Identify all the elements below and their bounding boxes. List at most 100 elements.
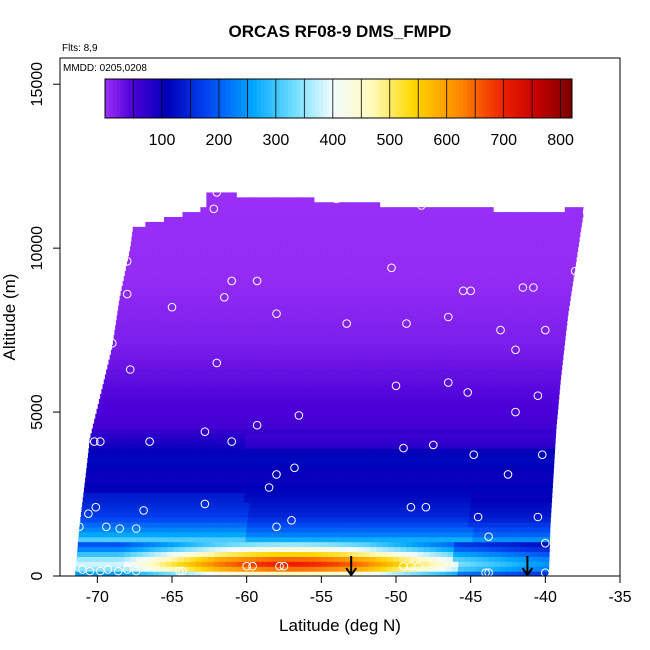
- heat-cell: [301, 512, 309, 518]
- heat-cell: [314, 310, 322, 316]
- heat-cell: [452, 556, 460, 562]
- heat-cell: [370, 413, 377, 420]
- heat-cell: [552, 280, 560, 287]
- heat-cell: [398, 507, 405, 513]
- heat-cell: [511, 507, 519, 513]
- heat-cell: [202, 364, 210, 371]
- heat-cell: [432, 467, 440, 474]
- heat-cell: [346, 492, 353, 498]
- heat-cell: [107, 541, 115, 548]
- heat-cell: [209, 266, 217, 272]
- heat-cell: [228, 526, 236, 533]
- heat-cell: [221, 359, 229, 366]
- heat-cell: [466, 536, 474, 543]
- heat-cell: [175, 256, 183, 262]
- heat-cell: [420, 320, 428, 326]
- heat-cell: [400, 266, 408, 272]
- heat-cell: [170, 423, 178, 430]
- heat-cell: [430, 330, 438, 336]
- heat-cell: [458, 369, 466, 375]
- heat-cell: [191, 536, 199, 543]
- heat-cell: [261, 394, 268, 400]
- heat-cell: [456, 379, 463, 385]
- heat-cell: [200, 280, 207, 287]
- heat-cell: [327, 448, 334, 454]
- heat-cell: [337, 315, 345, 321]
- heat-cell: [473, 526, 480, 533]
- heat-cell: [217, 428, 224, 434]
- heat-cell: [454, 335, 461, 341]
- heat-cell: [104, 374, 112, 380]
- heat-cell: [449, 477, 457, 484]
- heat-cell: [446, 369, 454, 375]
- heat-cell: [165, 561, 173, 567]
- heat-cell: [292, 541, 300, 548]
- heat-cell: [123, 502, 131, 508]
- heat-cell: [281, 487, 288, 493]
- heat-cell: [513, 295, 521, 302]
- heat-cell: [81, 566, 89, 572]
- heat-cell: [374, 418, 382, 425]
- heat-cell: [376, 487, 384, 493]
- heat-cell: [114, 482, 121, 489]
- heat-cell: [417, 364, 425, 371]
- heat-cell: [243, 418, 250, 425]
- heat-cell: [199, 516, 207, 523]
- heat-cell: [426, 428, 433, 434]
- heat-cell: [512, 276, 519, 282]
- heat-cell: [405, 339, 413, 346]
- heat-cell: [421, 374, 429, 380]
- heat-cell: [463, 374, 470, 380]
- heat-cell: [342, 403, 350, 410]
- heat-cell: [254, 457, 262, 464]
- heat-cell: [301, 462, 309, 469]
- heat-cell: [305, 531, 313, 538]
- heat-cell: [236, 423, 243, 430]
- heat-cell: [450, 467, 458, 474]
- heat-cell: [530, 551, 538, 557]
- heat-cell: [476, 502, 483, 508]
- heat-cell: [359, 384, 366, 390]
- heat-cell: [497, 325, 504, 331]
- heat-cell: [184, 271, 192, 277]
- heat-cell: [445, 566, 453, 572]
- heat-cell: [392, 369, 400, 375]
- heat-cell: [525, 300, 532, 307]
- heat-cell: [91, 477, 98, 484]
- heat-cell: [305, 290, 313, 297]
- heat-cell: [189, 276, 197, 282]
- heat-cell: [198, 526, 206, 533]
- heat-cell: [406, 295, 413, 302]
- heat-cell: [350, 276, 358, 282]
- heat-cell: [408, 354, 415, 361]
- heat-cell: [265, 516, 273, 523]
- heat-cell: [167, 438, 174, 444]
- heat-cell: [363, 305, 370, 312]
- heat-cell: [76, 561, 83, 567]
- heat-cell: [353, 536, 360, 543]
- heat-cell: [493, 457, 501, 464]
- heat-cell: [132, 536, 139, 543]
- heat-cell: [217, 467, 225, 474]
- heat-cell: [176, 462, 183, 469]
- heat-cell: [350, 418, 358, 425]
- heat-cell: [144, 330, 151, 336]
- heat-cell: [322, 487, 330, 493]
- heat-cell: [85, 477, 92, 484]
- heat-cell: [291, 344, 298, 351]
- heat-cell: [438, 379, 445, 385]
- heat-cell: [310, 443, 317, 449]
- heat-cell: [487, 423, 494, 430]
- heat-cell: [124, 394, 131, 400]
- heat-cell: [469, 571, 476, 576]
- heat-cell: [264, 354, 272, 361]
- heat-cell: [152, 374, 160, 380]
- heat-cell: [251, 536, 259, 543]
- heat-cell: [420, 285, 427, 292]
- heat-cell: [162, 359, 169, 366]
- heat-cell: [309, 394, 316, 400]
- heat-cell: [451, 507, 459, 513]
- heat-cell: [215, 482, 223, 489]
- heat-cell: [370, 438, 377, 444]
- heat-cell: [484, 433, 492, 439]
